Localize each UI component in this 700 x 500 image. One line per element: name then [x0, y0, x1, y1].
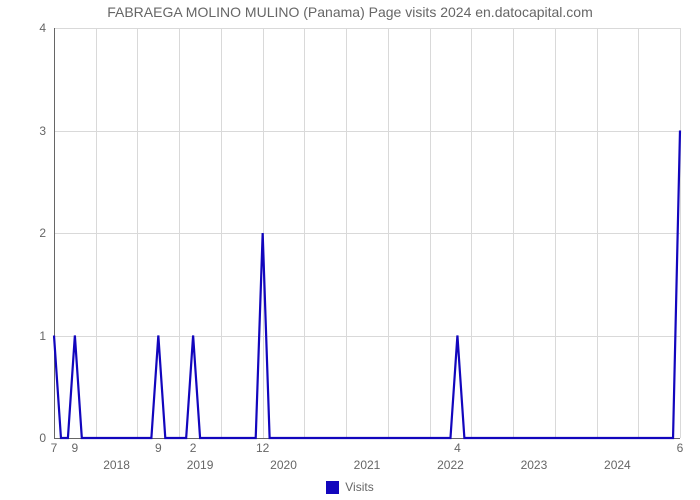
peak-label: 2: [179, 441, 207, 455]
y-tick-label: 2: [24, 226, 46, 240]
x-year-label: 2022: [425, 458, 475, 472]
y-tick-label: 1: [24, 329, 46, 343]
x-year-label: 2019: [175, 458, 225, 472]
y-tick-label: 3: [24, 124, 46, 138]
legend-label: Visits: [345, 480, 373, 494]
x-year-label: 2024: [592, 458, 642, 472]
x-year-label: 2021: [342, 458, 392, 472]
chart-legend: Visits: [0, 480, 700, 494]
chart-line-layer: [54, 28, 680, 440]
peak-label: 6: [666, 441, 694, 455]
gridline-vertical: [680, 28, 681, 438]
x-year-label: 2018: [92, 458, 142, 472]
y-tick-label: 4: [24, 21, 46, 35]
x-year-label: 2023: [509, 458, 559, 472]
peak-label: 12: [249, 441, 277, 455]
visits-line: [54, 131, 680, 439]
peak-label: 9: [144, 441, 172, 455]
chart-title: FABRAEGA MOLINO MULINO (Panama) Page vis…: [0, 4, 700, 20]
peak-label: 4: [443, 441, 471, 455]
x-year-label: 2020: [259, 458, 309, 472]
legend-swatch: [326, 481, 339, 494]
peak-label: 9: [61, 441, 89, 455]
chart-plot-area: [54, 28, 680, 438]
